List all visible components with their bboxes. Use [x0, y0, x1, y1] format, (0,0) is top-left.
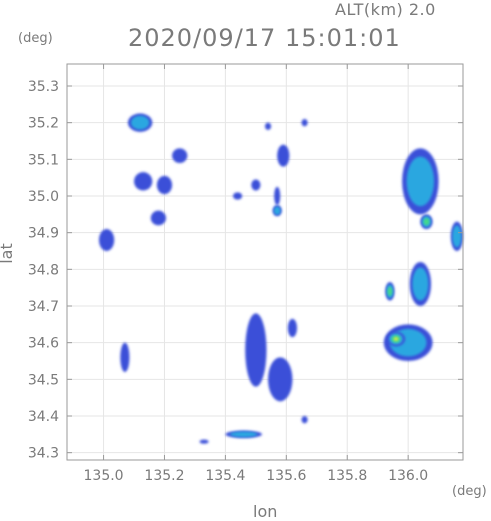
y-tick-label: 34.5 [28, 372, 59, 388]
echo-cell-core [412, 267, 429, 301]
echo-cell-outer [134, 172, 153, 191]
x-tick-label: 136.0 [388, 468, 428, 484]
echo-cells [98, 113, 463, 444]
echo-cell [272, 205, 282, 217]
y-tick-label: 35.1 [28, 152, 59, 168]
echo-cell-core [387, 286, 393, 296]
echo-cell [127, 113, 153, 132]
x-axis-unit: (deg) [452, 484, 487, 499]
x-tick-label: 135.4 [205, 468, 245, 484]
x-tick-label: 135.2 [144, 468, 184, 484]
x-tick-label: 135.6 [266, 468, 306, 484]
echo-cell-core [393, 337, 399, 341]
echo-cell-core [406, 156, 435, 207]
echo-cell-outer [274, 186, 281, 206]
x-tick-label: 135.8 [327, 468, 367, 484]
echo-cell-core [273, 206, 281, 215]
x-tick-label: 135.0 [84, 468, 124, 484]
echo-cell-outer [277, 144, 290, 167]
x-axis-label: lon [253, 502, 278, 521]
echo-cell [287, 318, 297, 338]
echo-cell [199, 439, 209, 444]
echo-cell-core [130, 115, 150, 130]
echo-cell [233, 192, 243, 200]
echo-cell [225, 430, 262, 439]
echo-cell [301, 119, 308, 127]
echo-cell-outer [120, 342, 130, 373]
echo-cell [268, 357, 293, 402]
echo-cell [265, 122, 272, 130]
echo-cell [274, 186, 281, 206]
y-tick-label: 35.0 [28, 189, 59, 205]
echo-cell-outer [98, 229, 115, 251]
echo-cell [98, 229, 115, 251]
echo-cell [402, 148, 439, 215]
y-axis-unit: (deg) [18, 31, 53, 46]
echo-cell [156, 175, 173, 195]
echo-cell [245, 313, 267, 387]
echo-cell-outer [233, 192, 243, 200]
y-tick-label: 34.9 [28, 226, 59, 242]
chart-title: 2020/09/17 15:01:01 [128, 24, 401, 52]
y-tick-label: 34.4 [28, 409, 59, 425]
echo-cell [301, 416, 308, 424]
y-tick-label: 34.3 [28, 446, 59, 462]
y-axis-ticks: 34.3 34.4 34.5 34.6 34.7 34.8 34.9 35.0 35.1 35.2… [28, 79, 463, 462]
echo-cell-core [229, 431, 258, 438]
y-tick-label: 34.8 [28, 262, 59, 278]
y-tick-label: 34.7 [28, 299, 59, 315]
echo-cell [409, 262, 432, 306]
echo-cell-outer [245, 313, 267, 387]
echo-cell [134, 172, 153, 191]
echo-cell [386, 331, 406, 347]
echo-cell-outer [268, 357, 293, 402]
echo-cell-outer [172, 148, 188, 164]
grid-lines [67, 64, 463, 460]
echo-cell-core [452, 225, 462, 248]
y-tick-label: 35.2 [28, 116, 59, 132]
echo-cell [420, 214, 433, 230]
echo-cell [120, 342, 130, 373]
echo-cell [150, 210, 166, 226]
echo-cell-core [423, 218, 430, 226]
echo-cell [251, 179, 261, 191]
x-axis-ticks: 135.0 135.2 135.4 135.6 135.8 136.0 [84, 64, 428, 484]
echo-cell [450, 221, 463, 251]
y-tick-label: 35.3 [28, 79, 59, 95]
echo-cell-outer [265, 122, 272, 130]
echo-cell-outer [287, 318, 297, 338]
echo-cell-outer [251, 179, 261, 191]
echo-cell [172, 148, 188, 164]
echo-cell-outer [156, 175, 173, 195]
y-tick-label: 34.6 [28, 336, 59, 352]
altitude-label: ALT(km) 2.0 [335, 0, 436, 19]
echo-cell-outer [301, 416, 308, 424]
plot-frame [66, 63, 464, 461]
echo-cell [277, 144, 290, 167]
echo-cell-outer [150, 210, 166, 226]
echo-cell-outer [199, 439, 209, 444]
echo-cell [385, 282, 395, 301]
echo-cell-outer [301, 119, 308, 127]
